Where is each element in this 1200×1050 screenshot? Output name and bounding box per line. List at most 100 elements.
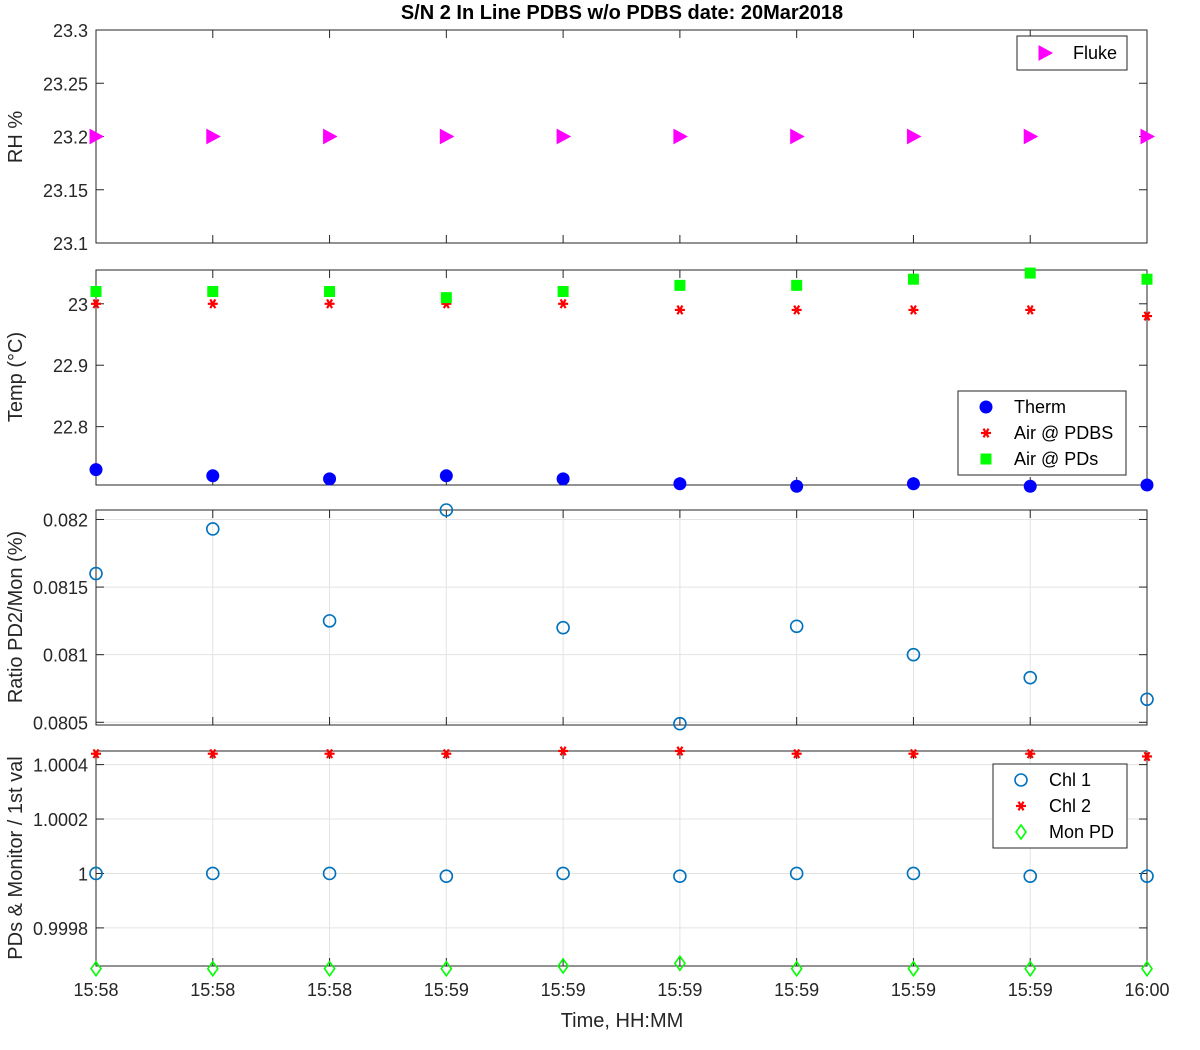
data-point xyxy=(906,477,920,491)
data-point xyxy=(323,128,338,145)
data-point xyxy=(1140,869,1154,883)
legend-marker xyxy=(1015,823,1027,841)
data-point xyxy=(556,128,572,145)
legend: Chl 1 Chl 2 Mon PD xyxy=(992,763,1128,849)
x-tick-label: 15:59 xyxy=(541,980,586,1000)
data-point xyxy=(557,286,569,297)
panel-2: 22.8 22.9 23 Temp (°C) Therm Air @ PDBS Air @ … xyxy=(5,267,1154,493)
y-tick-label: 0.0805 xyxy=(33,713,88,733)
asterisk-stroke xyxy=(909,748,917,759)
asterisk-stroke xyxy=(1017,801,1025,811)
y-tick-label: 1.0004 xyxy=(33,756,88,776)
data-point xyxy=(558,298,569,309)
data-point xyxy=(205,866,220,881)
y-tick-label: 23.15 xyxy=(43,181,88,201)
data-point xyxy=(91,748,101,759)
x-tick-label: 15:58 xyxy=(307,980,352,1000)
data-point xyxy=(1025,748,1036,759)
y-tick-label: 0.0815 xyxy=(33,578,88,598)
data-point xyxy=(791,748,802,759)
asterisk-stroke xyxy=(559,298,567,309)
data-point xyxy=(205,522,220,536)
data-point xyxy=(907,960,920,978)
asterisk-stroke xyxy=(793,748,801,759)
data-point xyxy=(206,469,220,483)
asterisk-stroke xyxy=(1026,748,1034,759)
asterisk-stroke xyxy=(676,305,684,315)
legend-label: Fluke xyxy=(1073,43,1117,63)
legend-label: Therm xyxy=(1014,397,1066,417)
panel-4: 0.9998 1 1.0002 1.0004 PDs & Monitor / 1st v… xyxy=(5,746,1154,978)
y-tick-label: 1.0002 xyxy=(33,810,88,830)
y-axis-label: PDs & Monitor / 1st val xyxy=(5,756,27,959)
data-point xyxy=(906,866,921,881)
asterisk-stroke xyxy=(1026,305,1034,315)
data-point xyxy=(1023,670,1038,685)
data-point xyxy=(324,748,335,759)
data-point xyxy=(439,128,455,145)
series-mon-pd xyxy=(90,954,1153,978)
data-point xyxy=(89,128,105,145)
data-point xyxy=(440,960,453,978)
data-point xyxy=(908,305,919,315)
data-point xyxy=(1141,273,1153,285)
x-tick-label: 16:00 xyxy=(1124,980,1169,1000)
data-point xyxy=(324,298,335,309)
plot-area xyxy=(96,30,1147,243)
series-chl-1 xyxy=(89,866,1154,883)
data-point xyxy=(906,647,921,662)
panel-3: 0.0805 0.081 0.0815 0.082 Ratio PD2/Mon (%) xyxy=(5,503,1154,733)
y-tick-label: 23.1 xyxy=(53,234,88,254)
data-point xyxy=(207,298,218,309)
y-tick-label: 22.9 xyxy=(53,356,88,376)
data-point xyxy=(674,279,686,291)
x-tick-label: 15:58 xyxy=(73,980,118,1000)
x-tick-label: 15:58 xyxy=(190,980,235,1000)
x-tick-label: 15:59 xyxy=(424,980,469,1000)
data-point xyxy=(673,716,687,731)
y-axis-label: RH % xyxy=(5,111,27,163)
data-point xyxy=(89,566,103,581)
data-point xyxy=(324,286,336,297)
asterisk-stroke xyxy=(1143,751,1151,762)
series-air-pdbs xyxy=(91,298,1152,321)
data-point xyxy=(1140,478,1154,492)
data-point xyxy=(441,748,452,759)
data-point xyxy=(674,746,685,756)
legend-marker xyxy=(980,453,992,465)
data-point xyxy=(322,614,337,628)
data-point xyxy=(790,479,804,493)
series-air-pds xyxy=(90,267,1153,304)
plot-area xyxy=(96,510,1147,725)
legend-label: Air @ PDs xyxy=(1014,449,1098,469)
legend-marker xyxy=(1016,801,1026,811)
x-tick-label: 15:59 xyxy=(1008,980,1053,1000)
y-tick-label: 0.082 xyxy=(43,510,88,530)
y-tick-label: 23.2 xyxy=(53,128,88,148)
data-point xyxy=(1023,128,1039,145)
data-point xyxy=(556,620,570,635)
data-point xyxy=(558,746,569,756)
legend-marker xyxy=(981,428,991,438)
data-point xyxy=(323,960,336,978)
asterisk-stroke xyxy=(909,305,917,315)
data-point xyxy=(207,748,218,759)
legend-marker xyxy=(979,400,993,414)
asterisk-stroke xyxy=(92,748,100,759)
data-point xyxy=(908,748,919,759)
asterisk-stroke xyxy=(326,298,334,309)
legend-label: Mon PD xyxy=(1049,822,1114,842)
legend: Therm Air @ PDBS Air @ PDs xyxy=(957,390,1127,476)
data-point xyxy=(439,469,453,483)
y-tick-label: 0.9998 xyxy=(33,919,88,939)
legend-box xyxy=(1016,35,1128,71)
data-point xyxy=(440,292,452,304)
asterisk-stroke xyxy=(326,748,334,759)
asterisk-stroke xyxy=(1143,311,1151,321)
data-point xyxy=(1024,960,1037,978)
y-tick-label: 23 xyxy=(68,295,88,315)
data-point xyxy=(556,472,570,486)
asterisk-stroke xyxy=(92,298,100,309)
data-point xyxy=(557,957,570,975)
data-point xyxy=(790,960,803,978)
